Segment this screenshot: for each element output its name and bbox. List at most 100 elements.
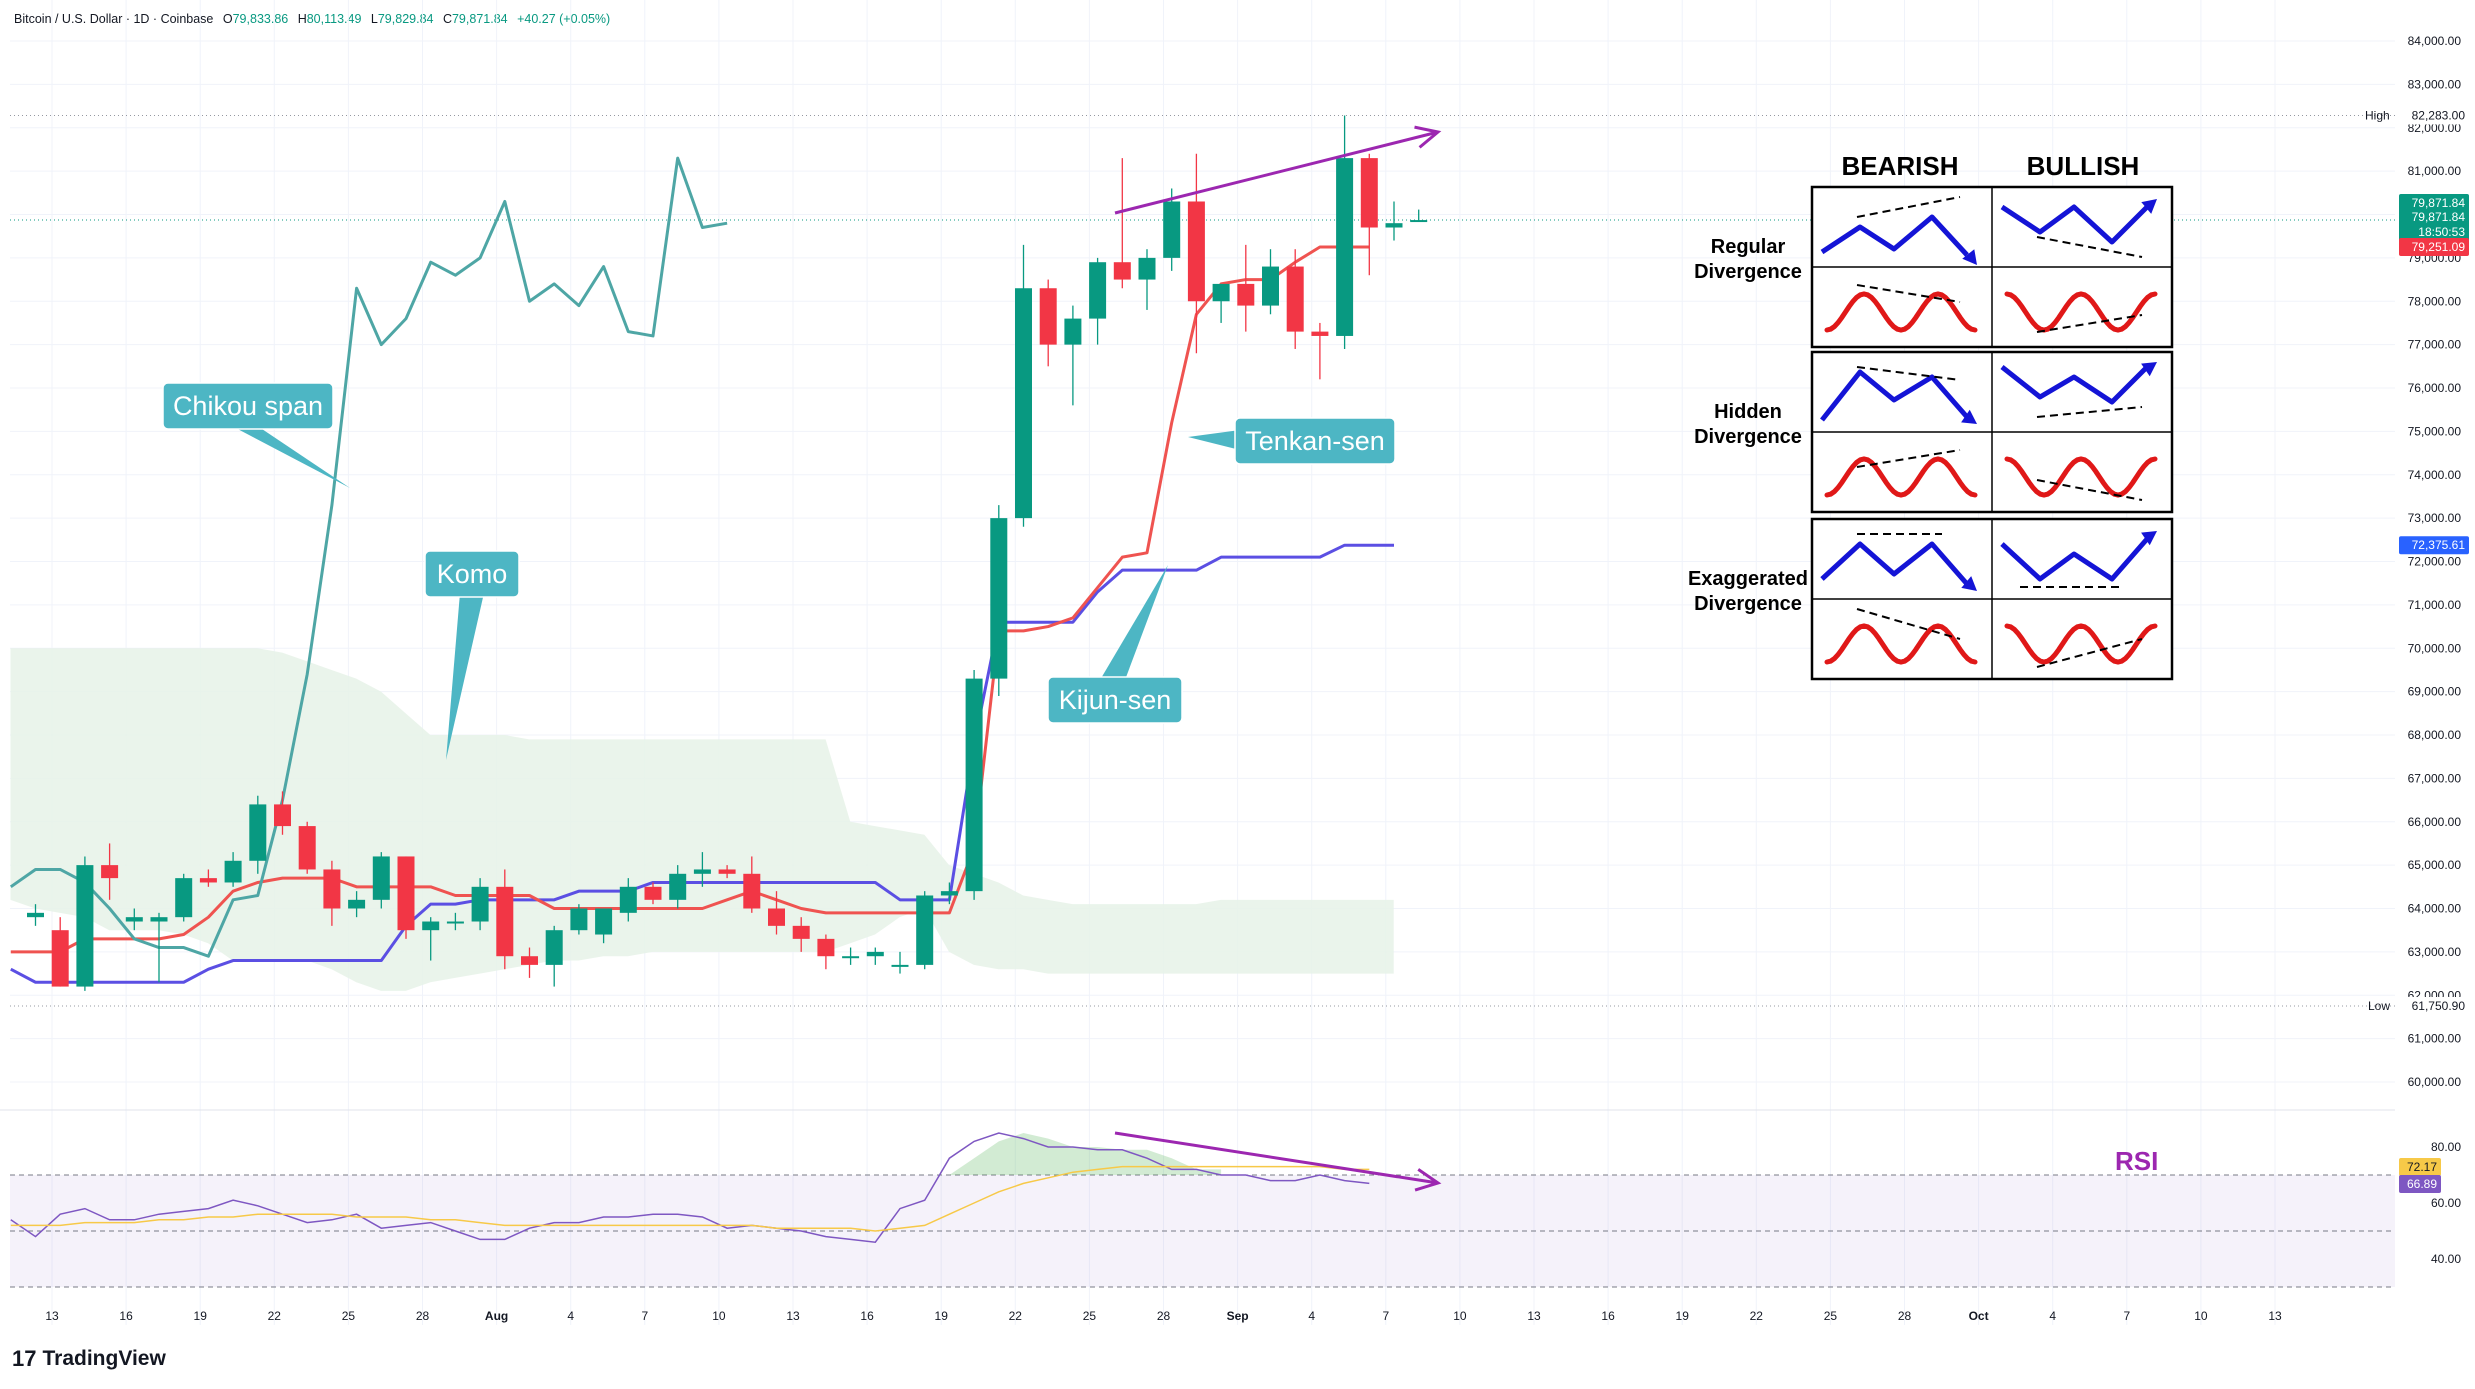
candle: [718, 865, 736, 879]
kijun-callout-box: [1047, 676, 1183, 724]
price-tick-label: 64,000.00: [2408, 902, 2462, 916]
kijun-callout-tail: [1100, 565, 1168, 680]
time-tick-label: 19: [935, 1309, 949, 1323]
candle: [1336, 115, 1354, 349]
chikou-span-line: [9, 156, 728, 958]
trend-dash: [2036, 406, 2143, 418]
trend-dash: [1856, 366, 1961, 381]
time-tick-label: 25: [342, 1309, 356, 1323]
time-tick-label: 28: [416, 1309, 430, 1323]
divergence-row-label: Hidden: [1714, 401, 1782, 423]
price-tick-label: 67,000.00: [2408, 771, 2462, 785]
candle-body: [1360, 158, 1378, 228]
price-axis[interactable]: 84,000.0083,000.0082,000.0081,000.0080,0…: [2365, 34, 2469, 1266]
price-tick-label: 63,000.00: [2408, 945, 2462, 959]
tenkan-callout-box: [1234, 417, 1396, 465]
rsi-divergence-arrow: [1114, 1131, 1439, 1185]
candles[interactable]: [27, 115, 1428, 991]
candle: [768, 891, 785, 935]
candle-body: [150, 917, 168, 922]
divergence-row-label-2: Divergence: [1694, 593, 1802, 615]
rsi-pane: RSI: [10, 1132, 2395, 1288]
candle-body: [545, 930, 563, 965]
candle: [1237, 244, 1255, 332]
time-tick-label: 22: [268, 1309, 282, 1323]
zigzag: [2000, 537, 2149, 582]
candle-body: [471, 886, 489, 922]
candle: [595, 908, 613, 944]
candle: [274, 791, 291, 835]
candle-body: [1262, 266, 1279, 306]
time-tick-label: 19: [194, 1309, 208, 1323]
candle: [496, 869, 514, 970]
candle-body: [274, 804, 291, 827]
candle: [817, 934, 835, 970]
candle-body: [101, 865, 119, 879]
candle-body: [125, 917, 143, 922]
time-tick-label: 10: [1453, 1309, 1467, 1323]
change-value: +40.27 (+0.05%): [517, 12, 611, 26]
divergence-row-label-2: Divergence: [1694, 426, 1802, 448]
candle-body: [768, 908, 785, 926]
tradingview-logo[interactable]: 17 TradingView: [12, 1346, 166, 1372]
price-tick-label: 69,000.00: [2408, 685, 2462, 699]
high-label: High: [2365, 108, 2390, 122]
rsi-tick-label: 80.00: [2431, 1140, 2461, 1154]
candle-body: [965, 678, 983, 892]
candle: [27, 904, 44, 926]
candle: [199, 869, 217, 887]
price-tick-label: 83,000.00: [2408, 77, 2462, 91]
candle-body: [595, 908, 613, 935]
candle: [76, 856, 94, 991]
candle-body: [743, 873, 761, 909]
candle: [125, 908, 143, 931]
price-tick-label: 74,000.00: [2408, 468, 2462, 482]
price-tick-label: 73,000.00: [2408, 511, 2462, 525]
arrow-head: [1962, 249, 1977, 265]
candle: [1187, 153, 1205, 354]
rsi-line: [10, 1132, 1370, 1243]
price-tick-label: 70,000.00: [2408, 641, 2462, 655]
candle: [1163, 188, 1181, 271]
price-tick-label: 72,000.00: [2408, 555, 2462, 569]
candle: [1311, 322, 1329, 380]
price-tick-label: 66,000.00: [2408, 815, 2462, 829]
arrow-head: [2141, 531, 2157, 546]
time-tick-label: 4: [1308, 1309, 1315, 1323]
candle: [1286, 249, 1304, 349]
candle: [51, 917, 69, 987]
chikou-callout-box: [162, 382, 334, 430]
kijun-callout: Kijun-sen: [1047, 565, 1183, 724]
candle-body: [348, 899, 366, 909]
candle: [1064, 305, 1082, 406]
price-tick-label: 84,000.00: [2408, 34, 2462, 48]
chikou-callout: Chikou span: [162, 382, 350, 488]
candle: [916, 891, 934, 970]
candle-body: [76, 865, 94, 987]
rsi-tick-label: 60.00: [2431, 1196, 2461, 1210]
time-tick-label: 13: [1527, 1309, 1541, 1323]
time-tick-label: 13: [2268, 1309, 2282, 1323]
kijun-value-bg: [2399, 536, 2469, 555]
zigzag: [1820, 369, 1969, 422]
price-tick-label: 65,000.00: [2408, 858, 2462, 872]
open-label: O: [222, 12, 233, 26]
rsi-tick-label: 40.00: [2431, 1252, 2461, 1266]
tenkan-value: 79,251.09: [2412, 240, 2466, 254]
chikou-callout-text: Chikou span: [173, 391, 323, 421]
time-axis[interactable]: 13 16 19 22 25 28 Aug 4 7 10 13 16 19 22 25 28 Sep 4 7 10 13…: [45, 1309, 2282, 1323]
candle-body: [718, 869, 736, 874]
time-tick-label: 10: [712, 1309, 726, 1323]
candle: [298, 821, 316, 874]
chart-header: Bitcoin / U.S. Dollar · 1D · Coinbase O 7…: [14, 12, 610, 26]
rsi-divergence-arrow-head: [1414, 1168, 1442, 1192]
kumo-cloud: [10, 648, 1394, 991]
candle-body: [669, 873, 687, 900]
trend-dash: [2036, 314, 2143, 333]
trend-dash: [2036, 638, 2143, 668]
candle: [619, 878, 637, 922]
rsi-label: RSI: [2115, 1146, 2158, 1176]
candle: [965, 669, 983, 900]
arrow-head: [1961, 409, 1977, 424]
